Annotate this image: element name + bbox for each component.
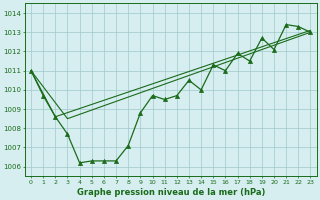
X-axis label: Graphe pression niveau de la mer (hPa): Graphe pression niveau de la mer (hPa) <box>76 188 265 197</box>
